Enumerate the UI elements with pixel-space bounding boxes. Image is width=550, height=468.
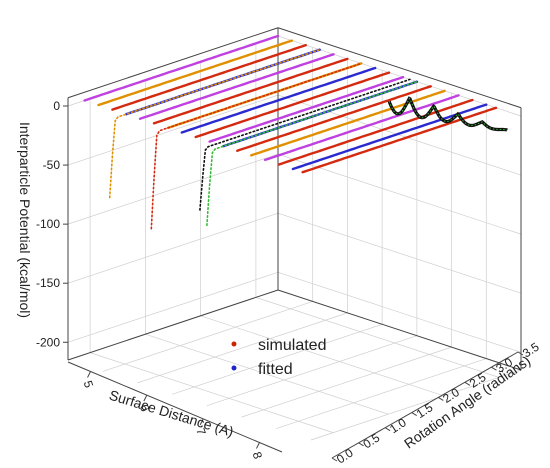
y-tick-label: 1.0 bbox=[387, 415, 409, 436]
grid-line bbox=[172, 323, 383, 395]
z-tick-label: -50 bbox=[43, 158, 61, 172]
y-tick bbox=[411, 412, 417, 417]
legend-marker-simulated bbox=[231, 341, 237, 347]
grid-line bbox=[277, 212, 522, 294]
grid-line bbox=[89, 352, 334, 433]
legend-label-simulated: simulated bbox=[258, 337, 326, 354]
grid-line bbox=[277, 94, 522, 176]
legend-label-fitted: fitted bbox=[258, 361, 293, 378]
grid-line bbox=[241, 346, 452, 418]
y-tick-label: 0.5 bbox=[361, 430, 383, 451]
grid-line bbox=[137, 312, 348, 384]
simulated-curve bbox=[263, 94, 460, 162]
grid-line bbox=[67, 153, 279, 225]
simulated-curve bbox=[111, 43, 307, 111]
grid-line bbox=[145, 333, 389, 415]
x-axis-title: Surface Distance (A) bbox=[107, 387, 235, 440]
z-tick-label: -200 bbox=[36, 335, 60, 349]
top-right-edge bbox=[277, 27, 522, 109]
x-tick bbox=[87, 371, 91, 378]
axes bbox=[63, 27, 524, 462]
grid-line bbox=[276, 358, 487, 429]
z-axis-title: Interparticle Potential (kcal/mol) bbox=[17, 122, 33, 318]
x-axis bbox=[67, 361, 283, 453]
grid-line bbox=[310, 369, 522, 441]
grid-line bbox=[67, 94, 279, 166]
y-axis-back bbox=[277, 289, 522, 371]
y-tick bbox=[491, 366, 497, 371]
z-tick-label: -100 bbox=[36, 217, 60, 231]
simulated-curve bbox=[194, 71, 391, 139]
plunge-curve bbox=[150, 62, 363, 230]
grid-line bbox=[102, 301, 313, 372]
x-axis-back bbox=[67, 289, 279, 361]
x-tick bbox=[143, 394, 148, 402]
z-tick-label: 0 bbox=[53, 99, 60, 113]
grid-line bbox=[255, 297, 500, 378]
legend: simulated fitted bbox=[231, 337, 326, 378]
simulated-curve bbox=[301, 106, 498, 174]
simulated-curve bbox=[152, 57, 349, 125]
grid-line bbox=[67, 212, 279, 284]
y-tick bbox=[517, 351, 524, 356]
grid-line bbox=[206, 335, 417, 407]
simulated-ridge-curve bbox=[388, 97, 508, 131]
grid-line bbox=[200, 315, 444, 397]
simulated-curve bbox=[277, 98, 474, 166]
y-axis bbox=[331, 351, 519, 459]
grid-line bbox=[67, 271, 279, 343]
simulated-curve bbox=[291, 103, 488, 171]
y-tick bbox=[331, 457, 338, 462]
simulated-curve bbox=[83, 34, 280, 102]
x-tick bbox=[199, 418, 204, 426]
x-tick-label: 6 bbox=[137, 403, 152, 414]
simulated-curve bbox=[208, 75, 405, 143]
grid-line bbox=[277, 271, 522, 353]
simulated-curve bbox=[180, 66, 377, 134]
data-curves bbox=[83, 34, 508, 230]
plunge-curve bbox=[199, 78, 411, 211]
x-tick-label: 7 bbox=[193, 426, 208, 437]
simulated-curve bbox=[97, 39, 294, 107]
top-left-edge bbox=[67, 27, 279, 99]
y-tick bbox=[464, 381, 471, 386]
y-tick-label: 0.0 bbox=[334, 446, 356, 467]
x-tick-label: 8 bbox=[250, 450, 265, 461]
simulated-curve bbox=[236, 85, 432, 152]
simulated-curve bbox=[138, 53, 335, 120]
y-tick bbox=[438, 396, 444, 401]
fitted-ridge-curve bbox=[387, 96, 508, 132]
z-tick-label: -150 bbox=[36, 276, 60, 290]
grid-line bbox=[277, 153, 522, 235]
legend-marker-fitted bbox=[231, 365, 237, 371]
y-tick bbox=[358, 442, 364, 447]
x-tick bbox=[256, 442, 260, 449]
y-tick bbox=[384, 427, 391, 432]
plunge-curve bbox=[206, 80, 418, 227]
x-tick-label: 5 bbox=[81, 379, 96, 390]
plunge-curve bbox=[108, 48, 321, 199]
